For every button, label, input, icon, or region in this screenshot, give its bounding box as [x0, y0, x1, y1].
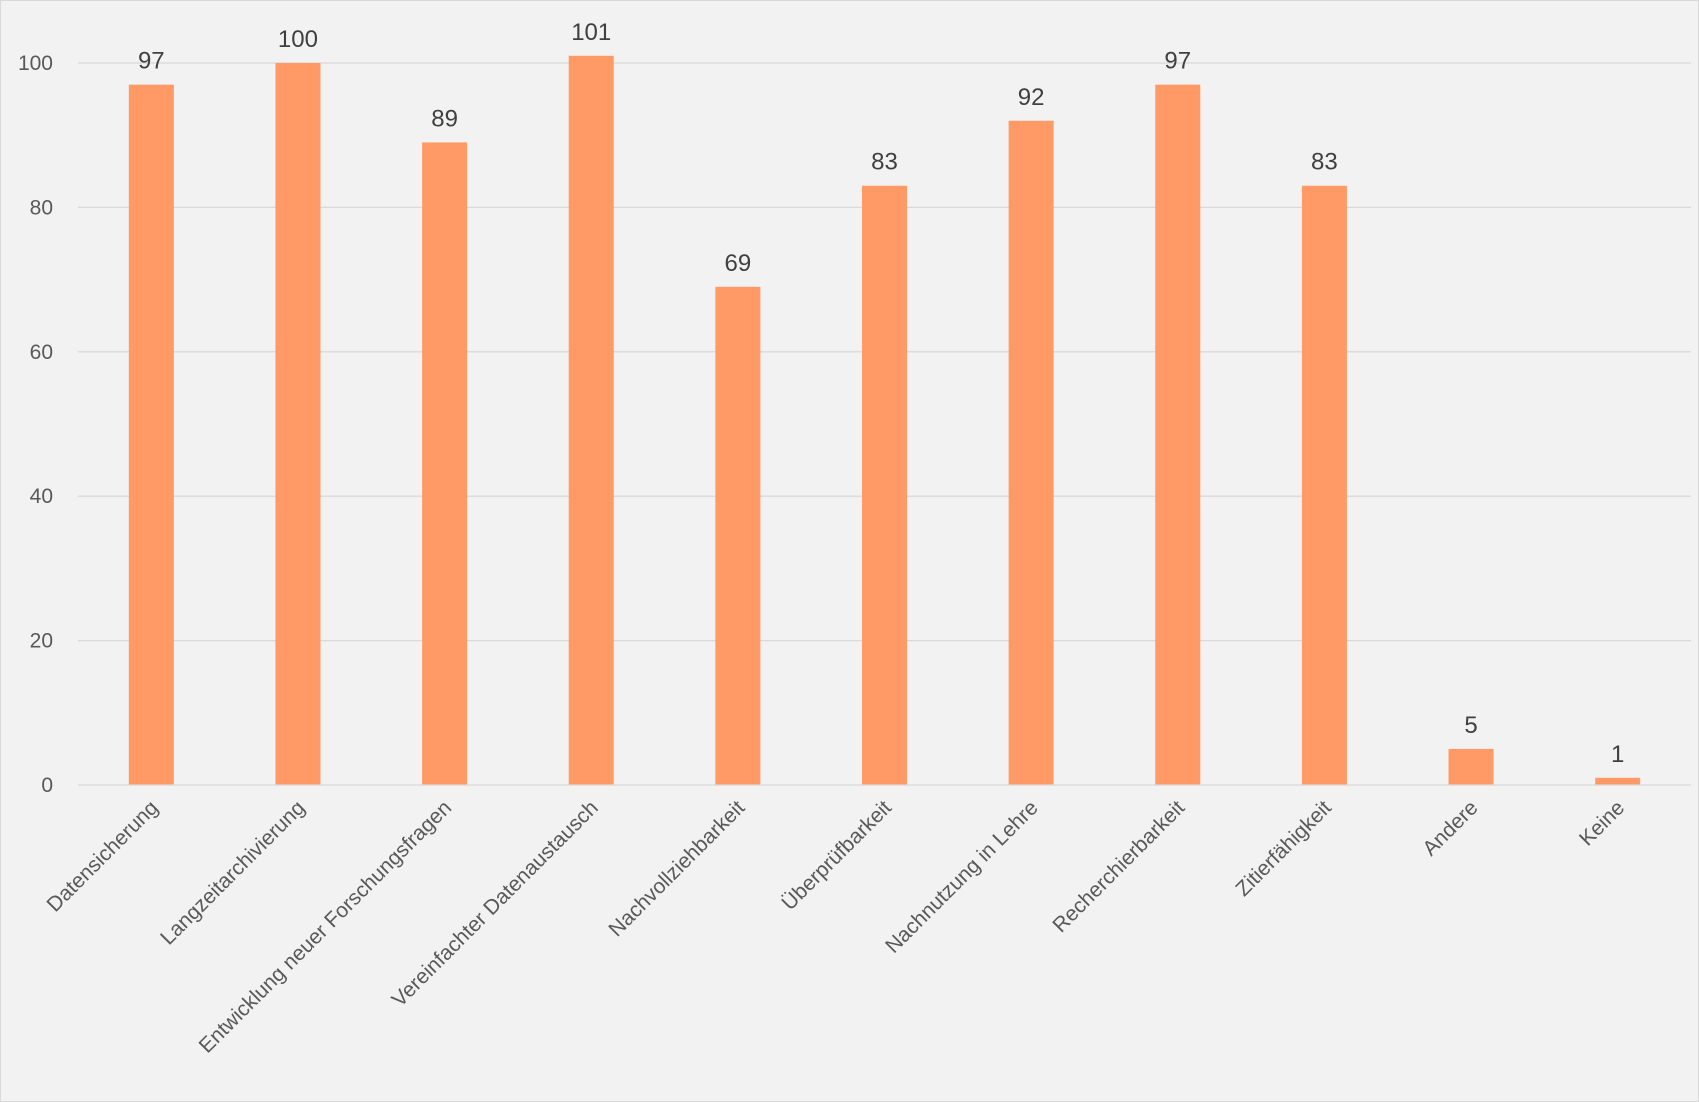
data-label: 83 — [871, 149, 898, 176]
bar — [715, 286, 761, 785]
y-tick-label: 40 — [30, 485, 53, 508]
y-tick-label: 100 — [18, 52, 53, 75]
bar — [1448, 748, 1494, 785]
x-tick-label: Nachnutzung in Lehre — [881, 796, 1043, 958]
data-label: 5 — [1464, 712, 1477, 739]
data-label: 92 — [1018, 84, 1045, 111]
data-label: 83 — [1311, 149, 1338, 176]
bar — [1301, 185, 1347, 786]
data-label: 1 — [1611, 741, 1624, 768]
data-labels: 97 100 89 101 69 83 92 97 83 5 1 — [138, 19, 1624, 768]
bar — [1155, 84, 1201, 785]
x-tick-label: Keine — [1575, 796, 1629, 850]
bar — [568, 55, 614, 785]
y-tick-label: 0 — [41, 774, 53, 797]
data-label: 97 — [1164, 48, 1191, 75]
data-label: 101 — [571, 19, 611, 46]
data-label: 97 — [138, 48, 165, 75]
bar — [422, 142, 468, 786]
bar — [275, 63, 321, 785]
x-tick-label: Andere — [1418, 796, 1482, 860]
bar — [1008, 120, 1054, 785]
y-tick-label: 80 — [30, 196, 53, 219]
bar — [128, 84, 174, 785]
bar — [1595, 777, 1641, 785]
x-tick-label: Nachvollziehbarkeit — [604, 796, 749, 941]
y-tick-label: 20 — [30, 630, 53, 653]
x-tick-label: Überprüfbarkeit — [777, 796, 896, 915]
bars — [128, 55, 1641, 786]
bar — [862, 185, 907, 786]
y-tick-label: 60 — [30, 341, 53, 364]
y-axis-ticks: 0 20 40 60 80 100 — [18, 52, 53, 797]
data-label: 89 — [431, 105, 458, 132]
x-axis-ticks: DatensicherungLangzeitarchivierungEntwic… — [43, 796, 1630, 1058]
x-tick-label: Datensicherung — [43, 796, 163, 916]
x-tick-label: Recherchierbarkeit — [1048, 796, 1189, 937]
x-tick-label: Langzeitarchivierung — [156, 796, 309, 949]
x-tick-label: Zitierfähigkeit — [1231, 796, 1336, 901]
x-tick-label: Entwicklung neuer Forschungsfragen — [195, 796, 456, 1057]
data-label: 69 — [725, 250, 752, 277]
data-label: 100 — [278, 26, 318, 53]
